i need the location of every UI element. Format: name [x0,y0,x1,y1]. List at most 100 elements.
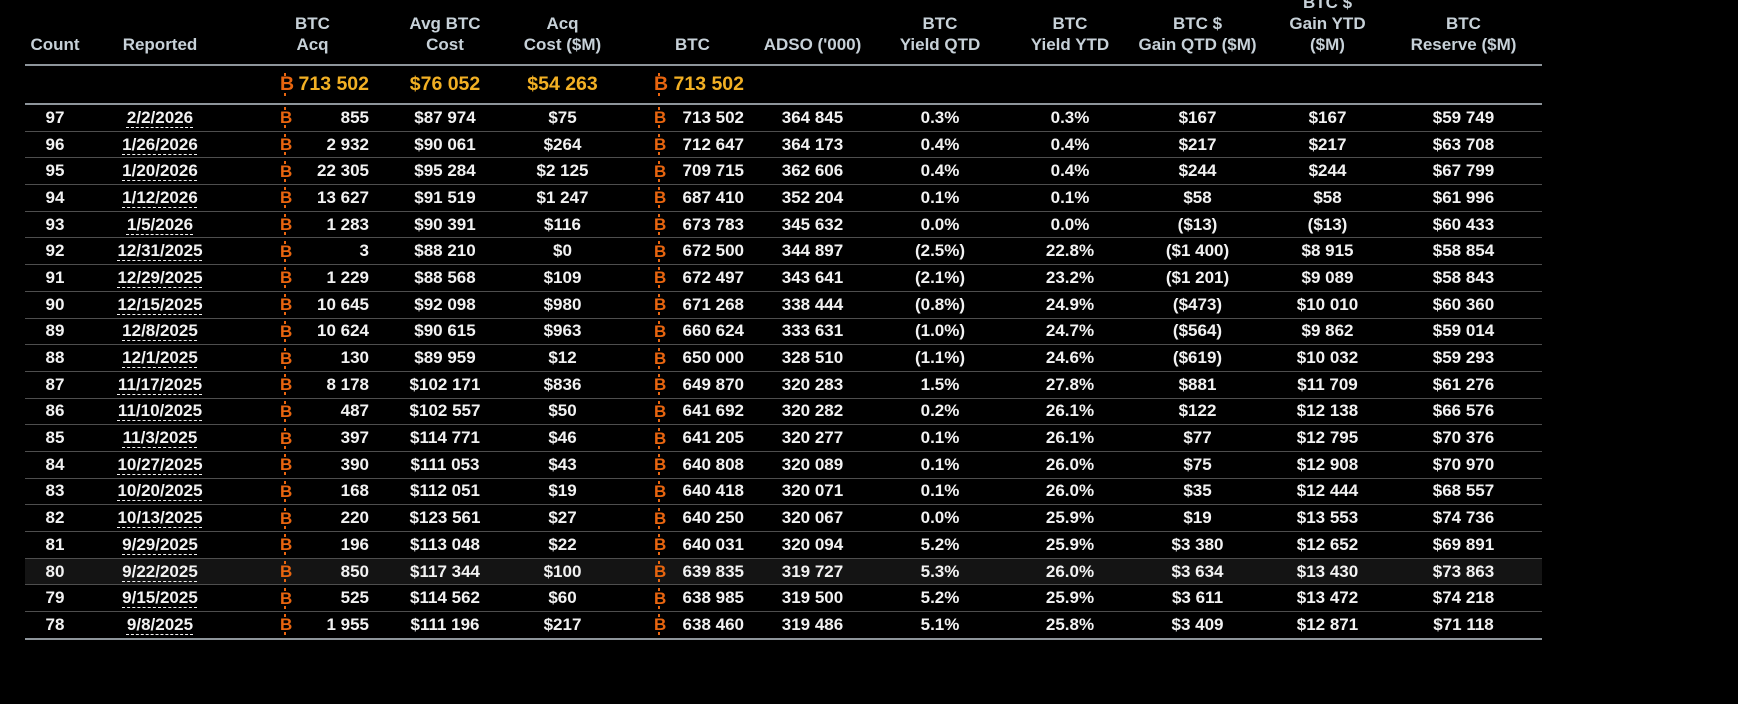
yield-ytd-cell: 0.0% [1050,214,1090,234]
reported-date-link[interactable]: 10/27/2025 [117,454,203,474]
summary-acq-cost: $54 263 [500,65,625,105]
btc-acq-cell: B 3 [280,240,369,262]
adso-cell: 345 632 [781,214,844,234]
reported-date-link[interactable]: 9/15/2025 [122,588,198,608]
reported-date-link[interactable]: 12/15/2025 [117,294,203,314]
count-cell: 81 [45,534,65,554]
column-header-gain-qtd: BTC $ Gain QTD ($M) [1125,0,1270,66]
reserve-cell: $73 863 [1432,561,1495,581]
gain-ytd-cell: $12 795 [1296,428,1359,448]
bitcoin-icon: B [654,72,669,96]
reported-cell: 9/22/2025 [85,558,235,585]
avg-btc-cost-cell: $102 557 [409,401,481,421]
yield-ytd-cell: 22.8% [1045,241,1095,261]
table-row: 82 10/13/2025 B 220 $123 561 $27 B 640 2… [25,504,1542,532]
table-row: 97 2/2/2026 B 855 $87 974 $75 B 713 502 … [25,104,1542,131]
avg-btc-cost-cell: $92 098 [414,294,476,314]
yield-ytd-cell: 0.1% [1050,187,1090,207]
reported-date-link[interactable]: 9/8/2025 [126,614,194,634]
reported-date-link[interactable]: 12/1/2025 [122,348,198,368]
bitcoin-icon: B [280,187,293,209]
btc-purchase-history-panel: Count Reported BTC Acq Avg BTC Cost Acq … [25,0,1542,640]
avg-btc-cost-cell: $88 210 [414,241,476,261]
acq-cost-cell: $75 [548,107,577,127]
summary-btc-acq: B 713 502 [235,65,390,105]
adso-cell: 328 510 [781,348,844,368]
column-header-reserve: BTC Reserve ($M) [1385,0,1542,66]
bitcoin-icon: B [654,320,667,342]
reported-date-link[interactable]: 9/22/2025 [122,561,198,581]
yield-qtd-cell: 5.2% [920,534,960,554]
adso-cell: 319 486 [781,614,844,634]
reported-cell: 12/1/2025 [85,345,235,372]
reported-date-link[interactable]: 1/12/2026 [122,187,198,207]
yield-ytd-cell: 26.0% [1045,454,1095,474]
bitcoin-icon: B [280,534,293,556]
btc-holdings-cell: B 641 205 [654,427,744,449]
yield-ytd-cell: 25.8% [1045,614,1095,634]
count-cell: 78 [45,614,65,634]
reported-date-link[interactable]: 2/2/2026 [126,107,194,127]
reserve-cell: $60 433 [1432,214,1495,234]
reported-date-link[interactable]: 1/20/2026 [122,161,198,181]
reported-date-link[interactable]: 10/13/2025 [117,508,203,528]
column-header-btc-acq: BTC Acq [235,0,390,66]
reported-cell: 11/3/2025 [85,425,235,452]
column-header-avg-btc-cost: Avg BTC Cost [390,0,500,66]
bitcoin-icon: B [280,427,293,449]
btc-acq-cell: B 22 305 [280,160,369,182]
reported-cell: 2/2/2026 [85,104,235,131]
gain-qtd-cell: $3 611 [1171,588,1224,608]
avg-btc-cost-cell: $114 562 [410,588,480,608]
adso-cell: 320 282 [781,401,844,421]
table-row: 91 12/29/2025 B 1 229 $88 568 $109 B 672… [25,264,1542,292]
count-cell: 95 [45,161,65,181]
reported-date-link[interactable]: 11/10/2025 [117,401,203,421]
gain-ytd-cell: $12 444 [1296,481,1359,501]
gain-ytd-cell: $12 908 [1296,454,1359,474]
yield-ytd-cell: 25.9% [1045,508,1095,528]
count-cell: 84 [45,454,65,474]
gain-qtd-cell: ($564) [1172,321,1223,341]
btc-holdings-cell: B 672 497 [654,267,744,289]
reported-date-link[interactable]: 12/31/2025 [117,241,203,261]
reported-date-link[interactable]: 1/5/2026 [126,214,194,234]
gain-ytd-cell: $244 [1308,161,1347,181]
reserve-cell: $74 218 [1432,588,1495,608]
bitcoin-icon: B [654,507,667,529]
reported-date-link[interactable]: 12/29/2025 [117,267,203,287]
yield-ytd-cell: 24.6% [1045,348,1095,368]
yield-ytd-cell: 25.9% [1045,588,1095,608]
avg-btc-cost-cell: $91 519 [414,187,476,207]
avg-btc-cost-cell: $114 771 [410,428,480,448]
column-header-yield-ytd: BTC Yield YTD [1015,0,1125,66]
reserve-cell: $60 360 [1432,294,1495,314]
gain-qtd-cell: ($473) [1172,294,1223,314]
gain-ytd-cell: $13 430 [1296,561,1359,581]
table-row: 92 12/31/2025 B 3 $88 210 $0 B 672 500 3… [25,237,1542,265]
reported-date-link[interactable]: 1/26/2026 [122,134,198,154]
table-row: 86 11/10/2025 B 487 $102 557 $50 B 641 6… [25,398,1542,425]
acq-cost-cell: $100 [543,561,582,581]
bitcoin-icon: B [654,187,667,209]
reported-date-link[interactable]: 9/29/2025 [122,534,198,554]
gain-ytd-cell: $9 089 [1301,267,1354,287]
count-cell: 82 [45,508,65,528]
avg-btc-cost-cell: $123 561 [409,508,481,528]
acq-cost-cell: $43 [548,454,577,474]
yield-qtd-cell: 0.1% [920,481,960,501]
acq-cost-cell: $217 [543,614,582,634]
reserve-cell: $59 749 [1432,107,1495,127]
reported-date-link[interactable]: 11/17/2025 [117,374,203,394]
yield-qtd-cell: 0.1% [920,428,960,448]
btc-holdings-cell: B 672 500 [654,240,744,262]
table-row: 90 12/15/2025 B 10 645 $92 098 $980 B 67… [25,291,1542,318]
yield-ytd-cell: 0.3% [1050,107,1090,127]
reserve-cell: $68 557 [1432,481,1495,501]
adso-cell: 352 204 [781,187,844,207]
reported-date-link[interactable]: 12/8/2025 [122,321,198,341]
reported-date-link[interactable]: 10/20/2025 [117,481,203,501]
reported-date-link[interactable]: 11/3/2025 [122,428,198,448]
btc-acq-cell: B 1 229 [280,267,369,289]
avg-btc-cost-cell: $88 568 [414,267,476,287]
